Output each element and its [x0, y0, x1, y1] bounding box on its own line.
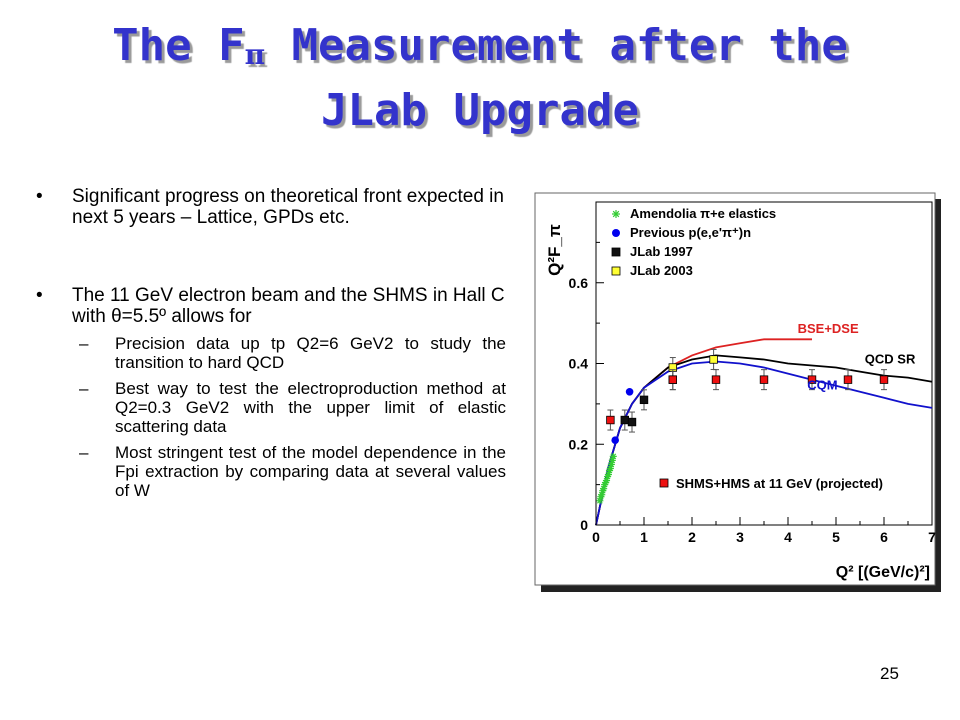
y-tick-label: 0.6 — [569, 275, 589, 291]
fpi-chart: 0 1 2 3 4 5 6 7 0 0.2 0.4 0.6 Amendolia π+e elastic… — [534, 192, 942, 594]
curve-label-qcd-sr: QCD SR — [865, 352, 916, 367]
y-axis-label: Q²F_π — [545, 224, 564, 276]
curve-cqm — [595, 360, 933, 526]
slide-title: The Fπ Measurement after the JLab Upgrad… — [40, 18, 920, 139]
x-tick-label: 2 — [688, 529, 696, 545]
square-marker — [606, 415, 615, 425]
x-tick-label: 5 — [832, 529, 840, 545]
square-marker — [659, 478, 669, 488]
axis-layer: 0 1 2 3 4 5 6 7 0 0.2 0.4 0.6 — [569, 241, 936, 545]
legend-entry-2: JLab 1997 — [630, 244, 693, 259]
square-marker — [668, 375, 677, 384]
y-tick-label: 0.2 — [569, 436, 589, 452]
bullet-2: The 11 GeV electron beam and the SHMS in… — [36, 285, 506, 327]
star-marker-stroke — [598, 491, 605, 498]
square-marker — [843, 375, 853, 384]
circle-marker — [611, 436, 619, 445]
star-marker-stroke — [607, 465, 614, 472]
x-tick-label: 1 — [640, 529, 648, 545]
y-tick-label: 0.4 — [569, 356, 589, 372]
square-marker — [709, 355, 718, 364]
chart-frame — [534, 192, 936, 586]
legend-entry-3: JLab 2003 — [630, 263, 693, 278]
curve-label-cqm: CQM — [807, 378, 837, 393]
sub-bullet-2: Best way to test the electroproduction m… — [36, 379, 506, 436]
square-marker — [639, 395, 649, 405]
legend-entry-4: SHMS+HMS at 11 GeV (projected) — [676, 476, 883, 491]
curve-layer — [595, 338, 933, 526]
x-tick-label: 6 — [880, 529, 888, 545]
star-marker-stroke — [610, 453, 617, 460]
bullet-1: Significant progress on theoretical fron… — [36, 186, 506, 228]
x-tick-label: 7 — [928, 529, 936, 545]
square-marker — [611, 247, 621, 257]
square-marker — [759, 375, 769, 384]
y-tick-label: 0 — [580, 517, 588, 533]
bullet-list: Significant progress on theoretical fron… — [36, 186, 506, 500]
star-marker-stroke — [596, 497, 603, 504]
square-marker — [620, 415, 629, 425]
square-marker — [807, 375, 817, 384]
legend-entry-0: Amendolia π+e elastics — [630, 206, 776, 221]
square-marker — [611, 266, 621, 276]
x-axis-label: Q² [(GeV/c)²] — [836, 564, 930, 581]
x-tick-label: 4 — [784, 529, 792, 545]
point-layer — [596, 348, 889, 505]
star-marker-stroke — [612, 210, 620, 218]
star-marker-stroke — [609, 457, 616, 464]
title-line-2: JLab Upgrade — [321, 85, 639, 136]
title-line-1: The Fπ Measurement after the — [112, 20, 848, 71]
chart-svg: 0 1 2 3 4 5 6 7 0 0.2 0.4 0.6 Amendolia π+e elastic… — [534, 192, 941, 592]
legend: Amendolia π+e elastics Previous p(e,e'π⁺)… — [611, 206, 883, 491]
star-marker-stroke — [600, 485, 607, 492]
square-marker — [711, 375, 721, 384]
x-tick-label: 3 — [736, 529, 744, 545]
curve-labels: BSE+DSE QCD SR CQM — [798, 321, 916, 393]
star-marker-stroke — [608, 461, 615, 468]
title-subscript-pi: π — [244, 38, 266, 71]
x-tick-label: 0 — [592, 529, 600, 545]
circle-marker — [625, 387, 634, 396]
star-marker-stroke — [603, 477, 610, 484]
square-marker — [627, 417, 637, 427]
sub-bullet-3: Most stringent test of the model depende… — [36, 443, 506, 500]
circle-marker — [612, 229, 620, 237]
sub-bullet-1: Precision data up tp Q2=6 GeV2 to study … — [36, 334, 506, 372]
page-number: 25 — [880, 664, 899, 683]
square-marker — [879, 375, 889, 384]
star-marker-stroke — [605, 471, 612, 478]
curve-label-bse-dse: BSE+DSE — [798, 321, 859, 336]
legend-entry-1: Previous p(e,e'π⁺)n — [630, 225, 751, 240]
